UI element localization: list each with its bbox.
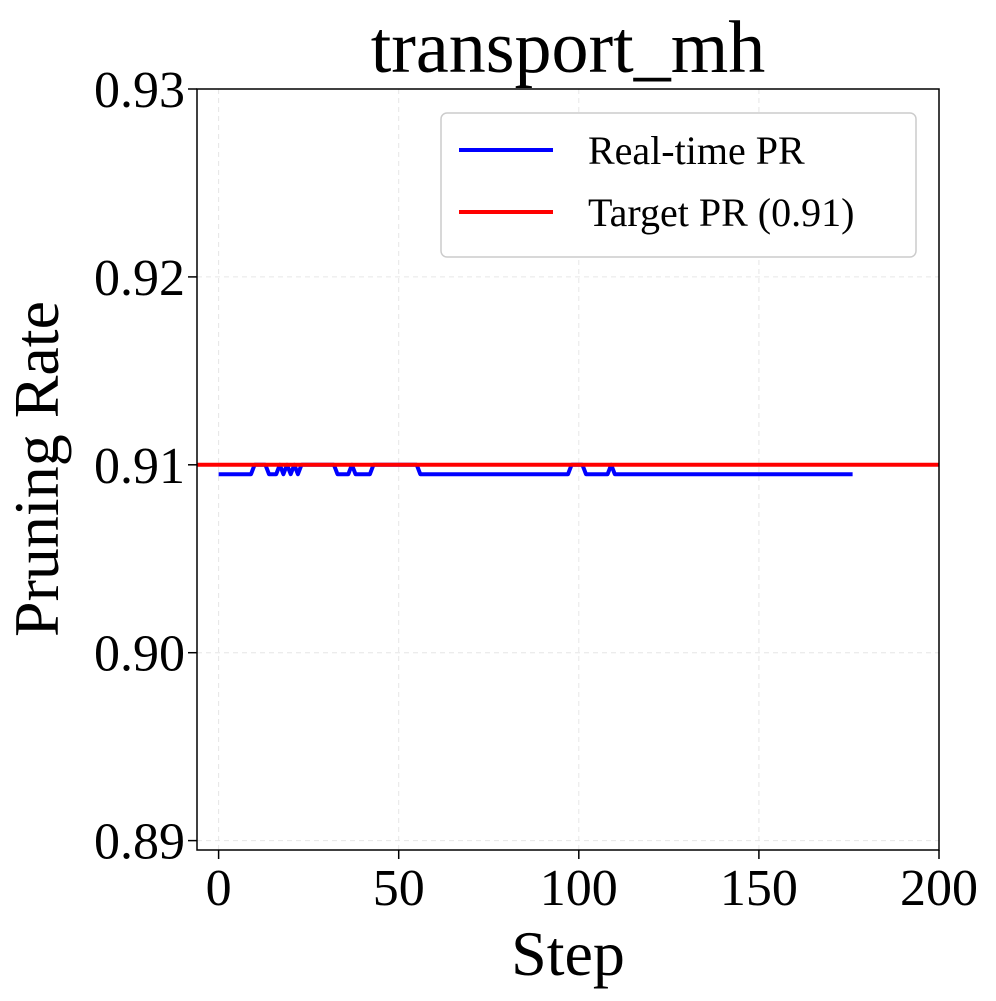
y-tick-label: 0.93 [94, 62, 185, 119]
realtime-pr-line [218, 462, 853, 477]
y-tick-label: 0.92 [94, 250, 185, 307]
x-tick-label: 0 [206, 860, 232, 917]
legend-label-realtime: Real-time PR [588, 128, 805, 173]
x-tick-label: 50 [373, 860, 425, 917]
y-tick-label: 0.90 [94, 626, 185, 683]
y-tick-label: 0.89 [94, 814, 185, 871]
x-tick-label: 200 [900, 860, 978, 917]
plot-frame [196, 88, 940, 851]
plot-series [197, 462, 939, 477]
x-tick-label: 150 [720, 860, 798, 917]
x-tick-label: 100 [540, 860, 618, 917]
legend-label-target: Target PR (0.91) [588, 190, 854, 235]
x-axis-label: Step [511, 918, 625, 989]
ticks: 0 50 100 150 200 0.89 0.90 0.91 0.92 0.93 [94, 62, 978, 917]
legend-box [440, 112, 917, 258]
legend: Real-time PR Target PR (0.91) [440, 112, 917, 258]
y-axis-label: Pruning Rate [1, 301, 72, 637]
y-tick-label: 0.91 [94, 438, 185, 495]
chart-title: transport_mh [371, 7, 766, 89]
